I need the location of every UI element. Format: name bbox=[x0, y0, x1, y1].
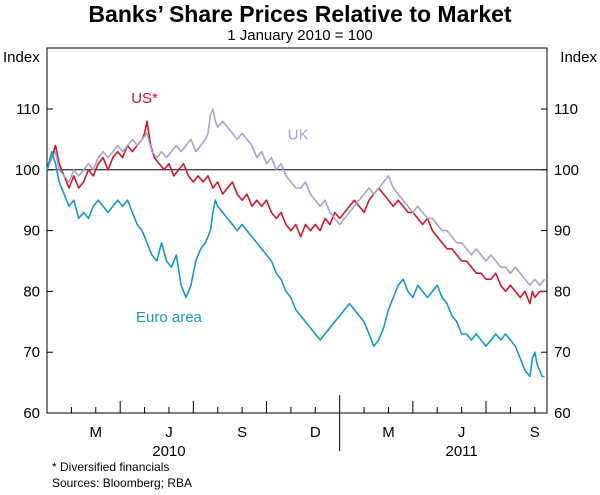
y-tick-label-right: 90 bbox=[554, 223, 571, 240]
plot-frame bbox=[46, 47, 548, 414]
y-tick-label-left: 100 bbox=[15, 162, 40, 179]
x-month-label: J bbox=[165, 424, 173, 441]
y-tick-label-left: 70 bbox=[23, 344, 40, 361]
footnote-sources: Sources: Bloomberg; RBA bbox=[52, 476, 192, 490]
x-month-label: D bbox=[310, 424, 321, 441]
x-month-label: M bbox=[382, 424, 395, 441]
series-label-us: US* bbox=[131, 90, 158, 107]
y-tick-label-right: 100 bbox=[554, 162, 579, 179]
y-tick-label-right: 70 bbox=[554, 344, 571, 361]
y-tick-label-right: 110 bbox=[554, 101, 578, 118]
chart-title: Banks’ Share Prices Relative to Market bbox=[88, 1, 511, 27]
y-tick-label-left: 80 bbox=[23, 283, 40, 300]
chart-subtitle: 1 January 2010 = 100 bbox=[227, 27, 373, 44]
series-line-uk bbox=[46, 108, 546, 287]
y-tick-label-left: 90 bbox=[23, 223, 40, 240]
y-axis-label-left: Index bbox=[3, 49, 40, 66]
x-year-label: 2010 bbox=[152, 443, 185, 460]
x-year-label: 2011 bbox=[446, 443, 478, 460]
x-month-label: J bbox=[458, 424, 466, 441]
label-group: US* UK Euro area bbox=[131, 90, 308, 326]
y-tick-label-right: 80 bbox=[554, 283, 571, 300]
series-label-uk: UK bbox=[288, 126, 309, 143]
series-line-euro-area bbox=[46, 150, 545, 378]
series-line-us bbox=[46, 120, 545, 305]
x-month-label: S bbox=[237, 424, 247, 441]
y-tick-label-left: 60 bbox=[23, 405, 40, 422]
y-axis-label-right: Index bbox=[560, 49, 597, 66]
x-month-label: S bbox=[530, 424, 540, 441]
y-tick-label-left: 110 bbox=[16, 101, 40, 118]
footnote-diversified: * Diversified financials bbox=[52, 460, 169, 474]
series-label-euro-area: Euro area bbox=[136, 309, 203, 326]
series-group bbox=[46, 108, 546, 378]
tick-group: 60 60 70 70 80 80 90 90 100 100 110 110 M J S D M J S 2010 2… bbox=[15, 101, 579, 460]
x-month-label: M bbox=[90, 424, 103, 441]
y-tick-label-right: 60 bbox=[554, 405, 571, 422]
